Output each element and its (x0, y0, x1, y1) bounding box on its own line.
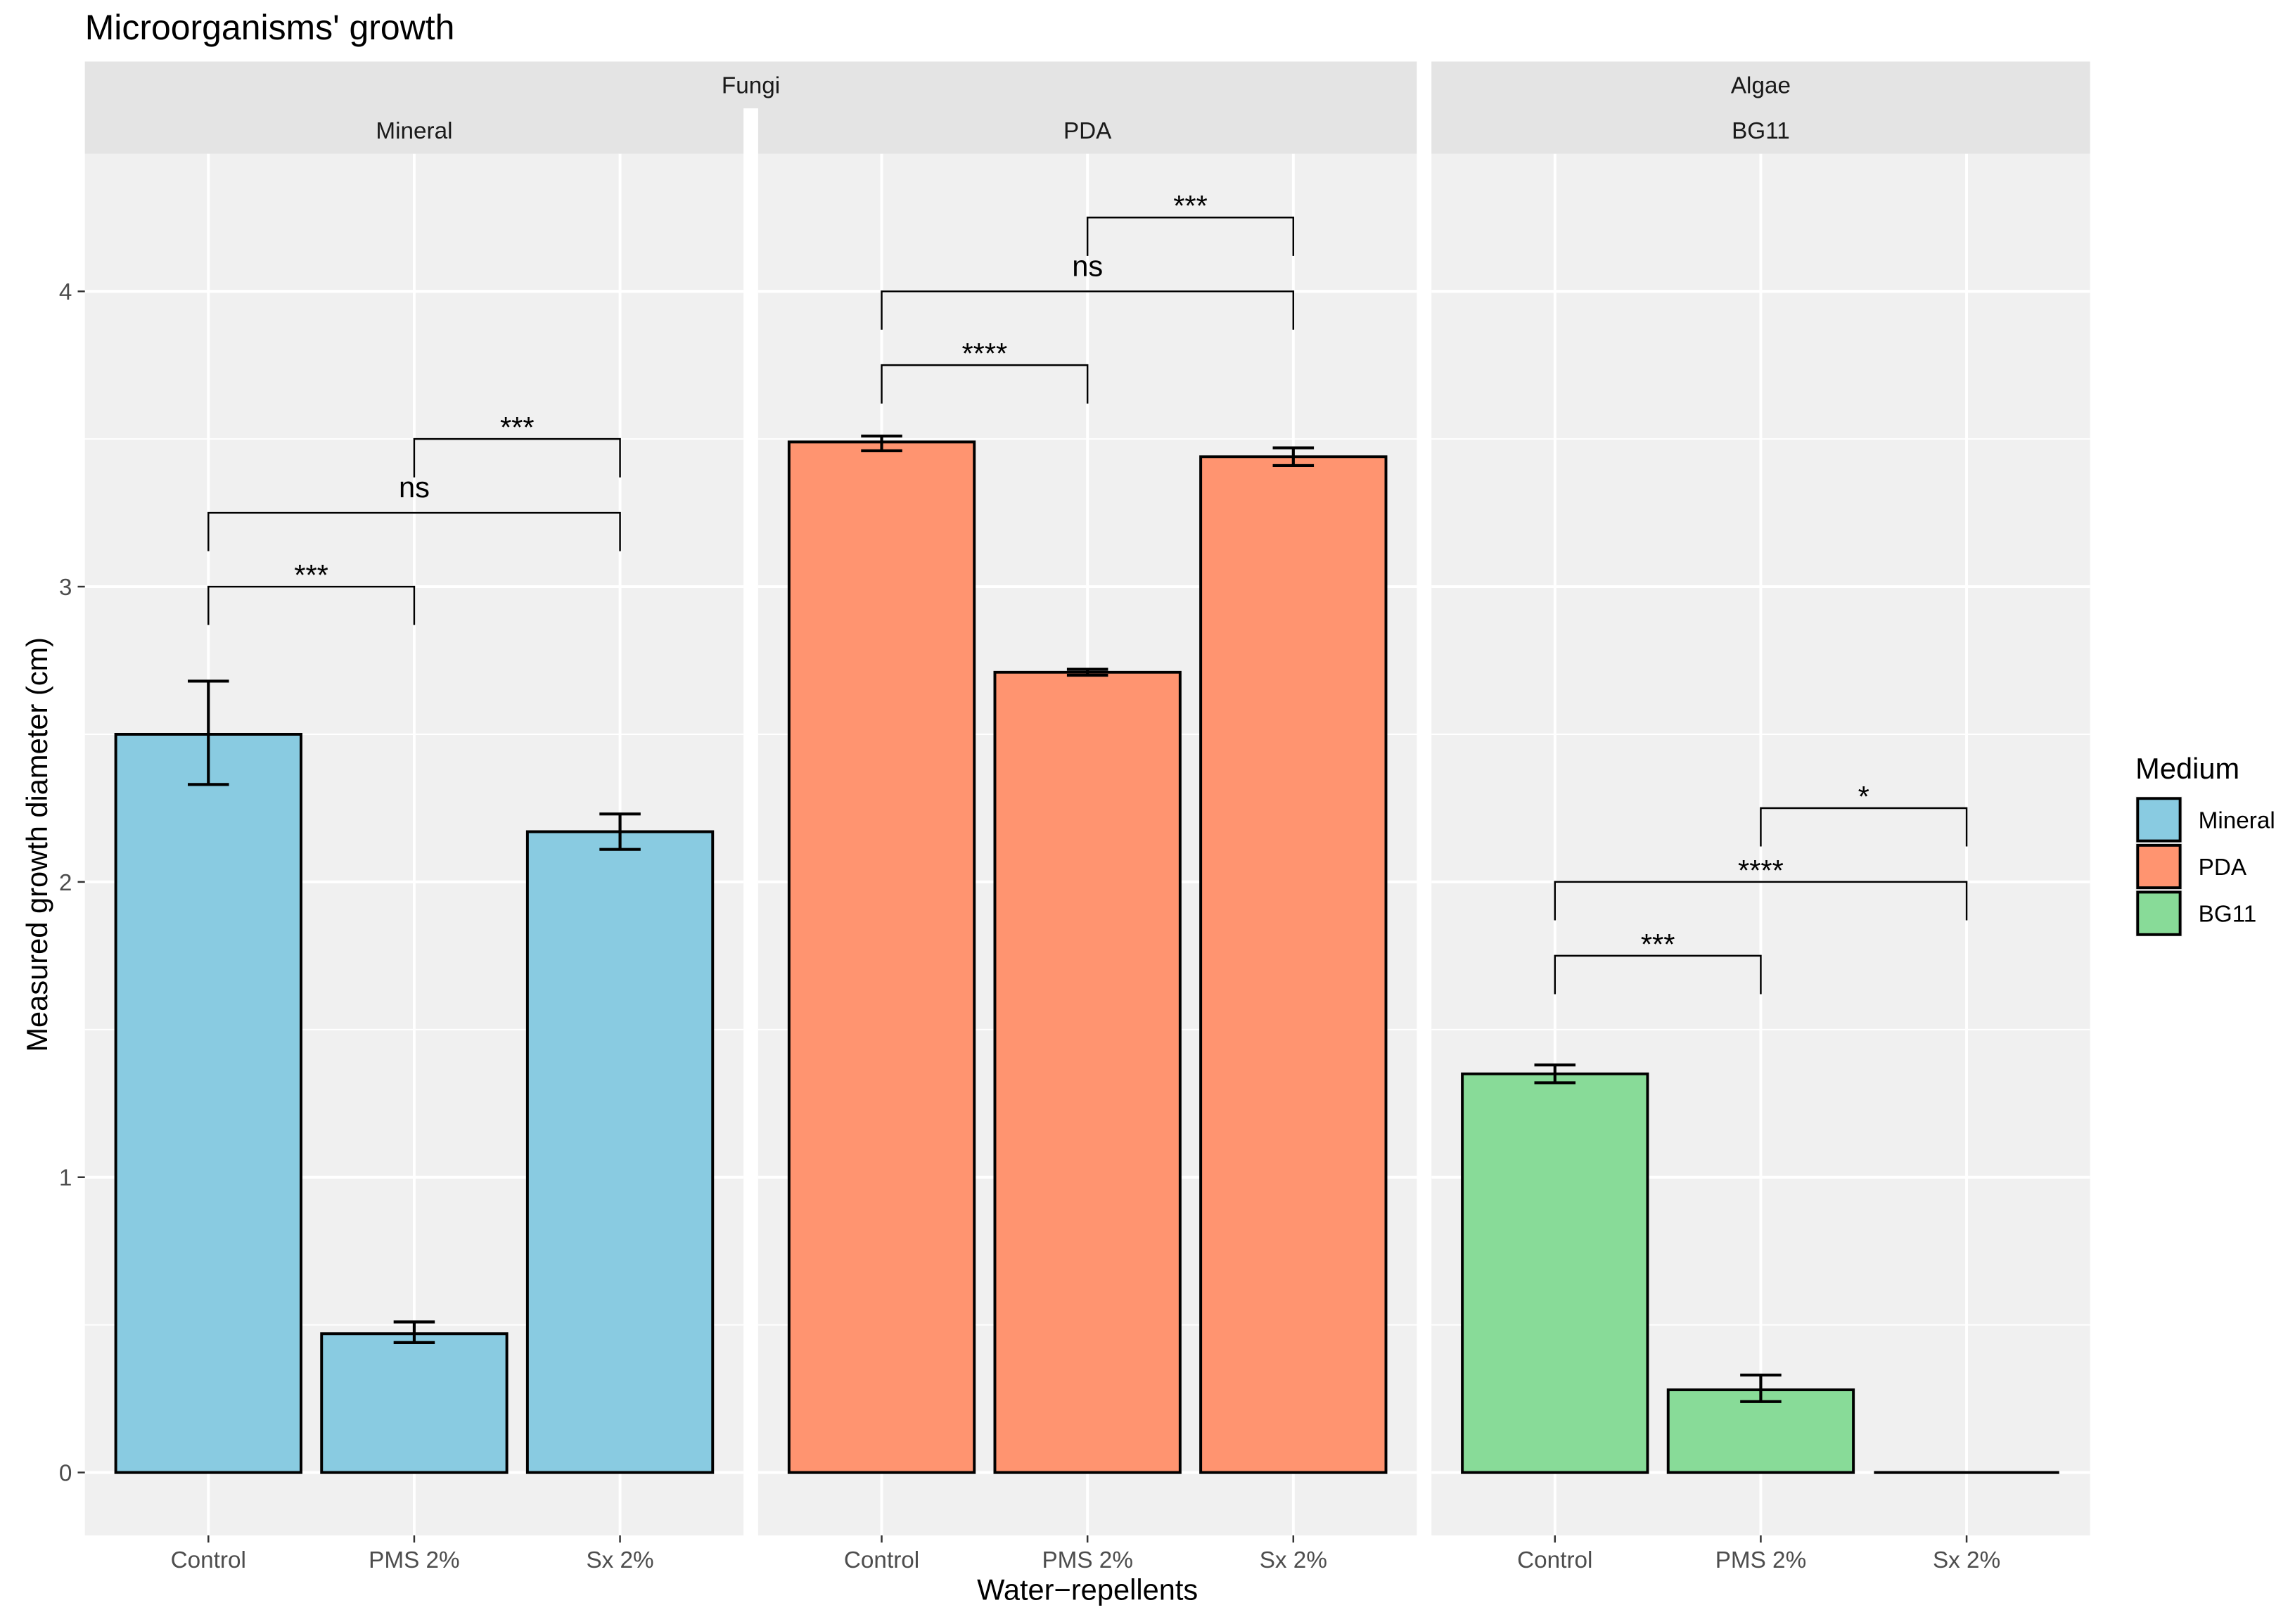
bar-pda-control (787, 440, 976, 1474)
x-tick-label: Sx 2% (1933, 1547, 2000, 1573)
significance-bracket (1554, 954, 1762, 995)
legend-title: Medium (2135, 752, 2239, 785)
strip-label-bg11: BG11 (1732, 118, 1790, 144)
error-bar-mineral-control (188, 679, 229, 786)
x-tick-label: Control (844, 1547, 919, 1573)
legend-key-bg11 (2136, 890, 2182, 936)
chart-title: Microorganisms' growth (85, 8, 455, 47)
x-axis-title: Water−repellents (977, 1573, 1198, 1606)
significance-label: *** (500, 411, 535, 444)
legend-label-bg11: BG11 (2199, 901, 2257, 927)
error-bar-pda-sx-2 (1272, 446, 1315, 468)
significance-bracket (413, 437, 621, 478)
bar-pda-pms-2 (993, 670, 1182, 1474)
significance-bracket (207, 585, 416, 625)
strip-algae (1431, 61, 2090, 154)
significance-bracket (1554, 881, 1968, 921)
facet-strips: Fungi Mineral PDA Algae BG11 (84, 61, 2090, 154)
significance-bracket (1086, 217, 1295, 256)
bar-mineral-control (114, 733, 302, 1474)
error-bar-mineral-pms-2 (393, 1320, 435, 1344)
significance-label: *** (1641, 928, 1675, 961)
x-tick-label: Sx 2% (586, 1547, 653, 1573)
y-tick-label: 2 (59, 870, 72, 896)
bar-bg11-pms-2 (1666, 1388, 1855, 1474)
legend: Medium Mineral PDA BG11 (2135, 752, 2275, 937)
x-tick-label: PMS 2% (1042, 1547, 1132, 1573)
significance-bracket (1760, 807, 1968, 847)
y-tick-label: 0 (59, 1460, 72, 1486)
strip-label-fungi: Fungi (722, 73, 780, 99)
x-tick-label: Control (171, 1547, 246, 1573)
strip-label-mineral: Mineral (376, 118, 452, 144)
strip-label-pda: PDA (1063, 118, 1112, 144)
significance-label: **** (1738, 854, 1784, 887)
strip-label-algae: Algae (1731, 73, 1791, 99)
significance-label: *** (1173, 189, 1208, 222)
error-bar-pda-pms-2 (1066, 667, 1108, 677)
significance-label: **** (961, 337, 1007, 370)
legend-key-mineral (2136, 797, 2182, 843)
strip-mineral (84, 108, 744, 154)
y-tick-label: 1 (59, 1165, 72, 1191)
significance-bracket (881, 290, 1295, 330)
x-tick-label: Control (1517, 1547, 1592, 1573)
significance-label: * (1858, 780, 1869, 813)
bars (114, 440, 2059, 1474)
legend-label-pda: PDA (2199, 855, 2247, 881)
error-bars (188, 434, 1782, 1403)
bar-mineral-sx-2 (525, 830, 715, 1474)
strip-fungi (84, 61, 1417, 109)
significance-annotations: ***ns*******ns*********** (207, 189, 1968, 995)
legend-label-mineral: Mineral (2199, 807, 2275, 833)
axes: Control PMS 2% Sx 2% Control PMS 2% Sx 2% Cont… (59, 279, 2000, 1573)
y-tick-label: 4 (59, 279, 72, 305)
bar-mineral-pms-2 (320, 1332, 509, 1474)
error-bar-bg11-pms-2 (1740, 1373, 1782, 1403)
x-tick-label: PMS 2% (369, 1547, 459, 1573)
error-bar-pda-control (861, 434, 902, 453)
bar-bg11-control (1461, 1072, 1649, 1474)
y-axis-title: Measured growth diameter (cm) (20, 637, 53, 1052)
legend-key-pda (2136, 843, 2182, 890)
bar-pda-sx-2 (1199, 455, 1388, 1474)
y-tick-label: 3 (59, 575, 72, 601)
x-tick-label: Sx 2% (1260, 1547, 1327, 1573)
significance-bracket (207, 511, 621, 551)
strip-pda (757, 108, 1417, 154)
significance-bracket (881, 364, 1089, 404)
error-bar-bg11-control (1534, 1063, 1576, 1085)
error-bar-mineral-sx-2 (599, 812, 641, 851)
significance-label: *** (294, 558, 328, 592)
x-tick-label: PMS 2% (1715, 1547, 1806, 1573)
